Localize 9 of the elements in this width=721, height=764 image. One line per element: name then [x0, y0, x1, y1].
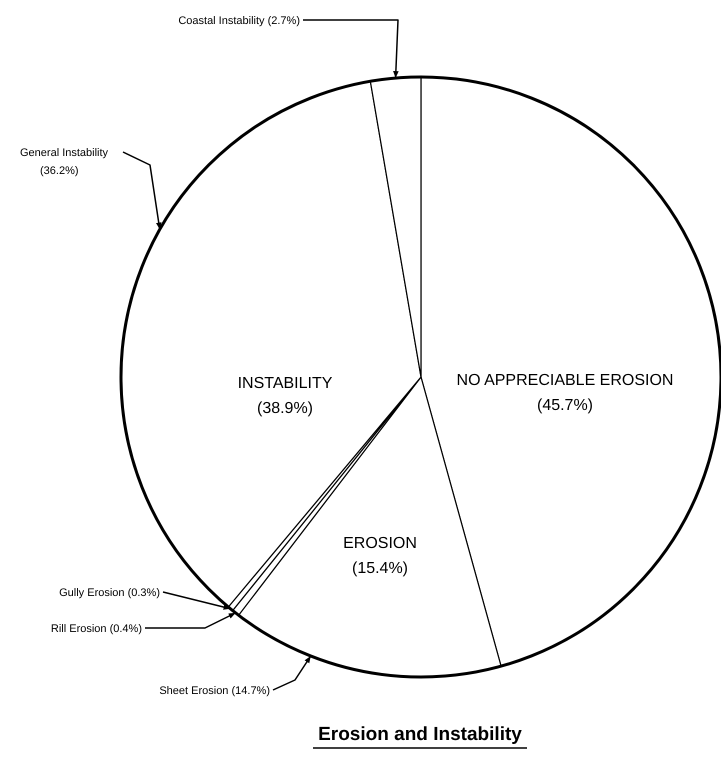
text: EROSION (15.4%) [343, 535, 417, 577]
text: INSTABILITY (38.9%) [238, 375, 333, 417]
slice-label: NO APPRECIABLE EROSION (45.7%) [456, 372, 674, 414]
text: Erosion and Instability [318, 724, 522, 745]
slice-label: Sheet Erosion (14.7%) [159, 685, 270, 697]
slice-label: Gully Erosion (0.3%) [59, 587, 160, 599]
slice-label: Coastal Instability (2.7%) [178, 15, 300, 27]
slice-label: Rill Erosion (0.4%) [50, 623, 142, 635]
slice-label: General Instability (36.2%) [20, 147, 109, 177]
